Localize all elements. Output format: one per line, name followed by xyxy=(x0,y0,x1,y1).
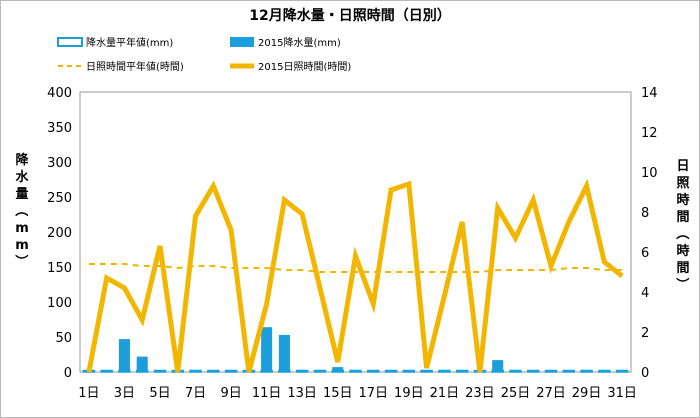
x-tick-label: 13日 xyxy=(287,386,317,401)
y-axis-left: 0 50 100 150 200 250 300 350 400 xyxy=(47,86,72,381)
x-tick-label: 1日 xyxy=(78,386,99,401)
axis-label-char: m xyxy=(15,221,29,236)
bar-normal-precip xyxy=(189,369,202,373)
bar-2015-precip xyxy=(261,327,273,372)
bar-normal-precip xyxy=(207,369,220,373)
y-right-tick-label: 2 xyxy=(641,326,649,341)
y-right-tick-label: 12 xyxy=(641,126,658,141)
y-axis-left-label: 降水量（mm） xyxy=(13,152,29,268)
x-tick-label: 5日 xyxy=(149,386,170,401)
x-tick-label: 29日 xyxy=(572,386,602,401)
bar-normal-precip xyxy=(349,369,362,373)
x-tick-label: 27日 xyxy=(536,386,566,401)
x-tick-label: 25日 xyxy=(501,386,531,401)
y-left-tick-label: 200 xyxy=(47,226,72,241)
y-left-tick-label: 250 xyxy=(47,191,72,206)
y-right-tick-label: 10 xyxy=(641,166,658,181)
bar-normal-precip xyxy=(544,369,558,373)
bar-2015-precip xyxy=(118,339,130,372)
legend-label-normal-precip: 降水量平年値(mm) xyxy=(86,36,173,49)
y-right-tick-label: 6 xyxy=(641,246,649,261)
axis-label-char: m xyxy=(15,238,29,253)
x-tick-label: 7日 xyxy=(185,386,206,401)
plot-area xyxy=(79,91,632,373)
bar-2015-precip xyxy=(456,370,468,372)
legend-swatch-2015-precip xyxy=(230,37,254,47)
x-tick-label: 11日 xyxy=(252,386,282,401)
bar-normal-precip xyxy=(598,369,611,373)
bar-normal-precip xyxy=(224,369,238,373)
y-left-tick-label: 350 xyxy=(47,121,72,136)
x-tick-label: 19日 xyxy=(394,386,424,401)
bar-2015-precip xyxy=(492,360,504,372)
axis-label-char: （ xyxy=(13,203,29,216)
chart-title: 12月降水量・日照時間（日別） xyxy=(249,7,450,24)
x-tick-label: 15日 xyxy=(323,386,353,401)
legend: 降水量平年値(mm) 2015降水量(mm) 日照時間平年値(時間) 2015日… xyxy=(57,36,351,73)
y-left-tick-label: 50 xyxy=(55,331,72,346)
y-axis-right: 0 2 4 6 8 10 12 14 xyxy=(641,86,658,381)
legend-label-2015-sunshine: 2015日照時間(時間) xyxy=(258,61,351,73)
y-left-tick-label: 100 xyxy=(47,296,72,311)
y-left-tick-label: 300 xyxy=(47,156,72,171)
y-right-tick-label: 0 xyxy=(641,366,649,381)
axis-label-char: ） xyxy=(674,277,690,290)
x-tick-label: 9日 xyxy=(220,386,241,401)
axis-label-char: 量 xyxy=(15,187,28,202)
bar-2015-precip xyxy=(385,370,397,372)
bar-normal-precip xyxy=(100,369,113,373)
bar-normal-precip xyxy=(615,369,629,373)
bar-2015-precip xyxy=(367,370,379,372)
axis-label-char: 時 xyxy=(676,243,689,259)
bar-normal-precip xyxy=(402,369,416,373)
y-left-tick-label: 0 xyxy=(64,366,72,381)
axis-label-char: 照 xyxy=(676,176,689,191)
bar-normal-precip xyxy=(438,369,451,373)
legend-swatch-normal-precip xyxy=(57,37,83,47)
x-tick-label: 3日 xyxy=(114,386,135,401)
y-right-tick-label: 8 xyxy=(641,206,649,221)
x-tick-label: 17日 xyxy=(359,386,389,401)
bar-normal-precip xyxy=(526,369,540,373)
legend-label-2015-precip: 2015降水量(mm) xyxy=(258,36,341,49)
axis-label-char: 間 xyxy=(676,261,689,276)
y-left-tick-label: 400 xyxy=(47,86,72,101)
y-right-tick-label: 14 xyxy=(641,86,658,101)
bar-2015-precip xyxy=(136,356,148,372)
bar-normal-precip xyxy=(509,369,522,373)
series-2015-precip xyxy=(118,327,504,372)
y-axis-right-label: 日照時間（時間） xyxy=(674,159,690,291)
x-tick-label: 23日 xyxy=(465,386,495,401)
axis-label-char: （ xyxy=(674,226,690,239)
axis-label-char: 時 xyxy=(676,192,689,208)
bar-normal-precip xyxy=(295,369,309,373)
series-normal-sunshine xyxy=(88,263,623,273)
bar-normal-precip xyxy=(580,369,593,373)
bar-normal-precip xyxy=(313,369,327,373)
bar-2015-precip xyxy=(278,334,290,372)
x-tick-label: 31日 xyxy=(607,386,637,401)
bar-normal-precip xyxy=(153,369,167,373)
series-normal-precip xyxy=(82,369,629,373)
axis-label-char: 水 xyxy=(15,169,29,185)
line-2015-sunshine xyxy=(86,178,624,373)
bar-normal-precip xyxy=(420,369,433,373)
legend-label-normal-sunshine: 日照時間平年値(時間) xyxy=(86,60,184,73)
series-2015-sunshine xyxy=(86,178,624,373)
bar-2015-precip xyxy=(332,367,344,372)
line-normal-sunshine xyxy=(88,263,623,273)
y-right-tick-label: 4 xyxy=(641,286,649,301)
bar-normal-precip xyxy=(562,369,576,373)
axis-label-char: ） xyxy=(13,254,29,267)
x-axis: 1日 3日 5日 7日 9日 11日 13日 15日 17日 19日 21日 23日 25日 27日 29日… xyxy=(78,386,637,401)
axis-label-char: 間 xyxy=(676,210,689,225)
axis-label-char: 降 xyxy=(15,152,29,168)
x-tick-label: 21日 xyxy=(430,386,460,401)
y-left-tick-label: 150 xyxy=(47,261,72,276)
axis-label-char: 日 xyxy=(676,159,689,174)
